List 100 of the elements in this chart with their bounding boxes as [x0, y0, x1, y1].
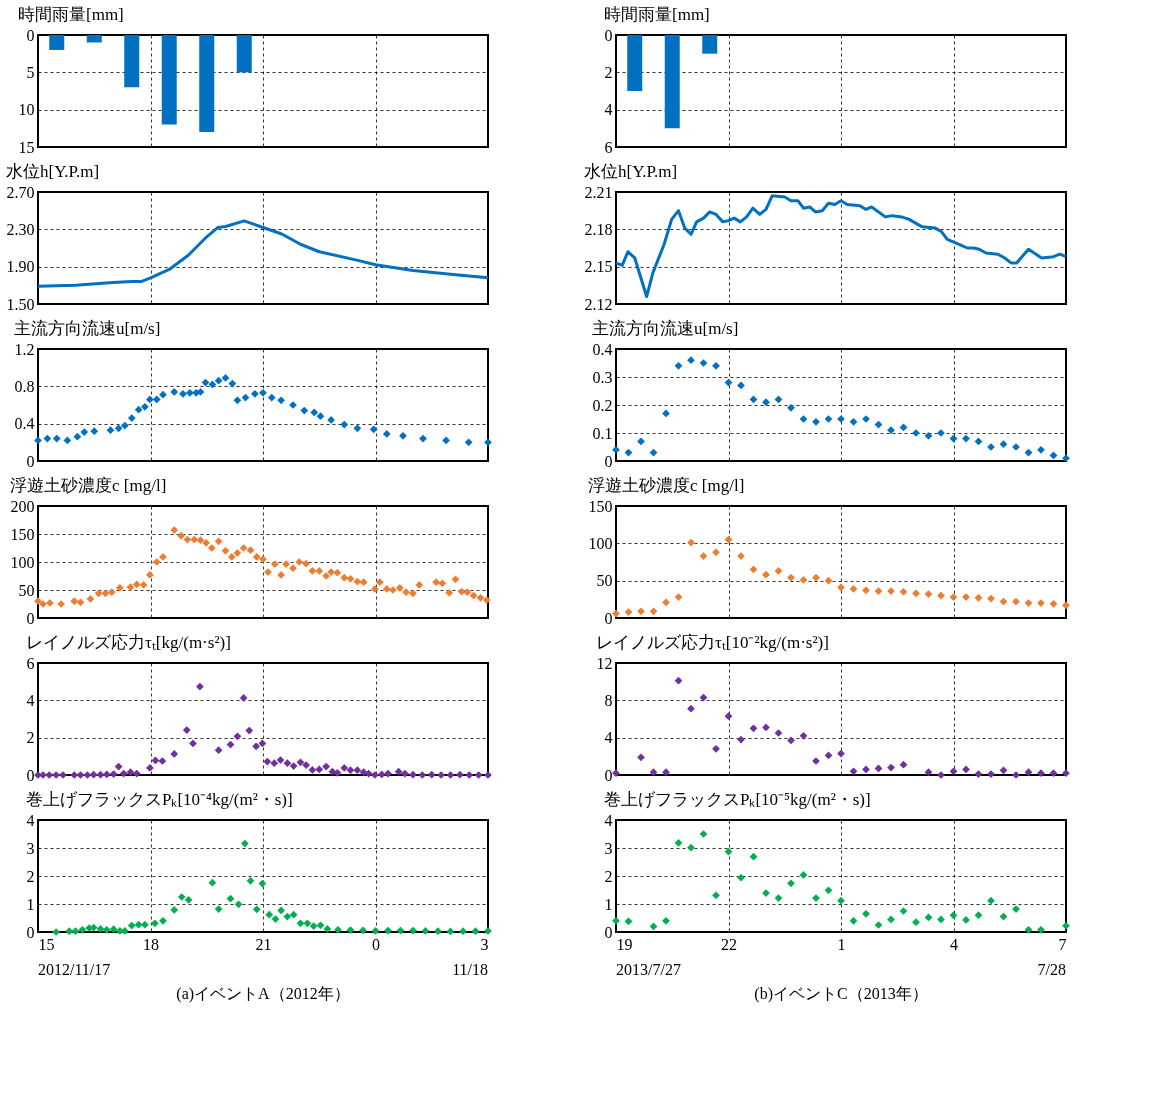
y-tick-label: 100: [588, 534, 613, 552]
y-tick-label: 50: [596, 572, 613, 590]
y-tick-label: 3: [26, 839, 35, 857]
point: [434, 927, 442, 936]
y-tick-label: 2.70: [6, 183, 35, 201]
point: [899, 760, 908, 769]
point: [90, 427, 99, 436]
point: [824, 886, 833, 895]
point: [359, 926, 367, 935]
y-tick-label: 2: [26, 867, 35, 885]
y-tick-label: 1: [604, 895, 613, 913]
point: [316, 921, 325, 930]
y-tick-label: 2.15: [584, 258, 613, 276]
point: [127, 921, 136, 930]
bar: [161, 35, 177, 125]
chart-title: 浮遊土砂濃度c [mg/l]: [588, 476, 745, 495]
point: [712, 361, 720, 370]
point: [121, 927, 129, 935]
point: [949, 767, 958, 776]
y-tick-label: 8: [604, 691, 613, 709]
point: [774, 894, 783, 902]
point: [974, 593, 983, 602]
x-tick-label: 0: [372, 935, 380, 953]
chart-title: 時間雨量[mm]: [18, 5, 124, 24]
point: [114, 424, 123, 433]
point: [749, 724, 758, 733]
point: [737, 873, 745, 882]
y-tick-label: 0.3: [592, 368, 613, 386]
point: [999, 766, 1008, 775]
y-tick-label: 2.18: [584, 220, 613, 238]
y-tick-label: 0: [604, 609, 613, 627]
point: [409, 926, 417, 935]
point: [862, 586, 870, 595]
point: [937, 915, 945, 924]
point: [214, 376, 223, 385]
point: [887, 426, 895, 435]
bar: [702, 35, 718, 54]
chart-title: 水位h[Y.P.m]: [584, 162, 678, 181]
y-tick-label: 0: [604, 452, 613, 470]
point: [340, 420, 349, 429]
y-tick-label: 1.2: [14, 340, 35, 358]
point: [267, 393, 276, 402]
bar: [664, 35, 680, 129]
point: [887, 915, 895, 924]
point: [102, 925, 111, 934]
point: [234, 900, 243, 909]
point: [80, 428, 89, 436]
y-tick-label: 0: [26, 26, 35, 44]
point: [799, 576, 808, 584]
point: [862, 909, 870, 918]
point: [1024, 925, 1033, 934]
y-tick-label: 0.1: [592, 424, 613, 442]
point: [277, 396, 285, 405]
y-tick-label: 15: [18, 138, 35, 156]
point: [662, 768, 670, 777]
bar: [236, 35, 252, 73]
y-tick-label: 0: [604, 26, 613, 44]
point: [106, 426, 115, 435]
point: [71, 927, 80, 936]
point: [43, 434, 52, 443]
point: [924, 431, 933, 440]
bar: [627, 35, 643, 91]
point: [241, 839, 249, 848]
point: [63, 436, 72, 445]
point: [73, 432, 82, 441]
point: [1012, 597, 1020, 606]
point: [121, 421, 129, 430]
chart-title: 巻上げフラックスPₖ[10⁻⁴kg/(m²・s)]: [26, 790, 293, 809]
point: [674, 361, 683, 370]
y-tick-label: 100: [10, 553, 35, 571]
point: [442, 436, 450, 445]
point: [371, 927, 380, 935]
point: [419, 434, 427, 443]
point: [214, 905, 223, 913]
y-tick-label: 6: [26, 654, 35, 672]
point: [687, 843, 695, 852]
y-tick-label: 150: [588, 497, 613, 515]
point: [699, 830, 708, 838]
point: [399, 431, 407, 440]
point: [233, 396, 242, 405]
y-tick-label: 5: [26, 63, 35, 81]
text: 2013/7/27: [616, 961, 681, 978]
point: [649, 607, 658, 616]
point: [999, 440, 1008, 449]
point: [662, 916, 670, 925]
chart-title: 時間雨量[mm]: [604, 5, 710, 24]
point: [912, 918, 920, 927]
y-tick-label: 2: [26, 729, 35, 747]
y-tick-label: 2: [604, 867, 613, 885]
point: [265, 910, 274, 919]
point: [421, 927, 430, 935]
y-tick-label: 6: [604, 138, 613, 156]
point: [464, 438, 473, 447]
point: [849, 417, 858, 426]
point: [924, 590, 933, 598]
point: [134, 405, 143, 414]
y-tick-label: 200: [10, 497, 35, 515]
point: [649, 768, 658, 777]
point: [170, 388, 179, 396]
point: [712, 891, 720, 900]
